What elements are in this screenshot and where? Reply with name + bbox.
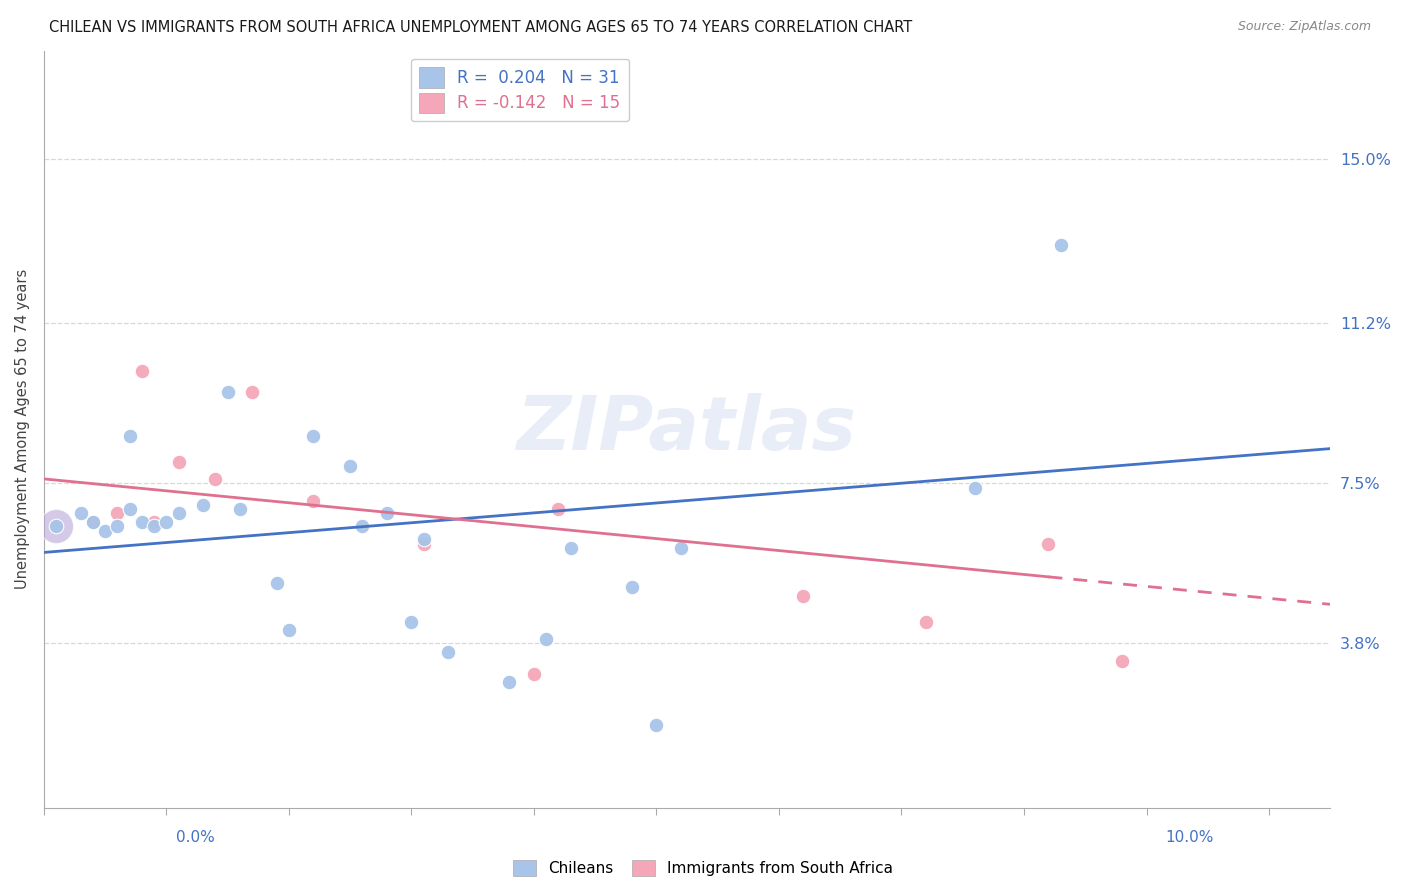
Point [105,519,128,533]
Point [167,507,190,521]
Point [240,385,263,400]
Point [498,675,520,690]
Point [167,454,190,468]
Point [82,515,104,529]
Point [560,541,582,555]
Point [352,519,374,533]
Point [547,502,569,516]
Point [523,666,546,681]
Point [620,580,643,594]
Point [143,519,166,533]
Point [915,615,938,629]
Point [1049,238,1071,252]
Point [1038,537,1060,551]
Point [266,575,288,590]
Y-axis label: Unemployment Among Ages 65 to 74 years: Unemployment Among Ages 65 to 74 years [15,269,30,590]
Point [669,541,692,555]
Point [339,458,361,473]
Text: 0.0%: 0.0% [176,830,215,845]
Point [645,718,668,732]
Point [82,515,104,529]
Point [277,624,299,638]
Point [1111,654,1133,668]
Point [45,519,67,533]
Point [229,502,252,516]
Point [94,524,117,538]
Point [412,537,434,551]
Point [155,515,177,529]
Text: CHILEAN VS IMMIGRANTS FROM SOUTH AFRICA UNEMPLOYMENT AMONG AGES 65 TO 74 YEARS C: CHILEAN VS IMMIGRANTS FROM SOUTH AFRICA … [49,20,912,35]
Point [401,615,423,629]
Text: ZIPatlas: ZIPatlas [517,392,858,466]
Text: 10.0%: 10.0% [1166,830,1213,845]
Point [69,507,91,521]
Point [191,498,214,512]
Point [118,502,141,516]
Point [302,428,325,442]
Point [143,515,166,529]
Point [131,364,153,378]
Point [45,519,67,533]
Legend: R =  0.204   N = 31, R = -0.142   N = 15: R = 0.204 N = 31, R = -0.142 N = 15 [411,59,628,121]
Point [131,515,153,529]
Point [792,589,814,603]
Legend: Chileans, Immigrants from South Africa: Chileans, Immigrants from South Africa [508,854,898,882]
Point [963,481,986,495]
Point [204,472,226,486]
Point [118,428,141,442]
Point [105,507,128,521]
Point [217,385,239,400]
Point [534,632,557,646]
Point [412,533,434,547]
Point [437,645,460,659]
Point [302,493,325,508]
Text: Source: ZipAtlas.com: Source: ZipAtlas.com [1237,20,1371,33]
Point [375,507,398,521]
